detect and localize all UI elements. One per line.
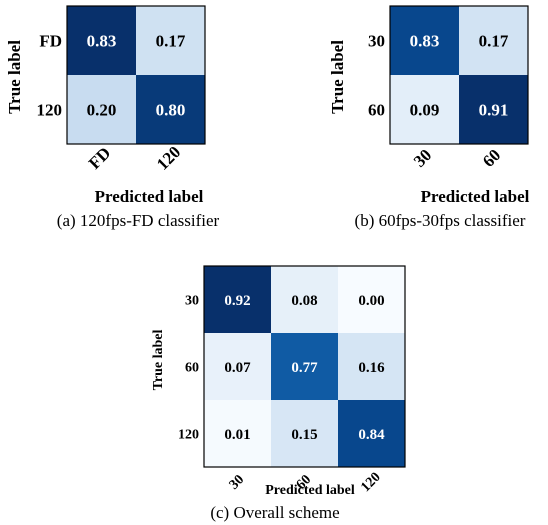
panel-a-cell-0-1 bbox=[136, 6, 205, 75]
panel-b-x-tick-label: 60 bbox=[479, 145, 504, 170]
panel-c-cell-2-1 bbox=[271, 400, 338, 467]
panel-b-frame bbox=[389, 5, 529, 145]
panel-c-cell-value-2-1: 0.15 bbox=[291, 427, 317, 443]
panel-a-x-tick-label: 120 bbox=[153, 142, 184, 173]
panel-a-cell-0-0 bbox=[67, 6, 136, 75]
panel-c-cell-0-1 bbox=[271, 266, 338, 333]
panel-c-y-tick-label: 60 bbox=[185, 360, 199, 375]
panel-b-cells: 0.83 0.17 0.09 0.91 bbox=[390, 6, 528, 144]
panel-a-frame bbox=[66, 5, 206, 145]
panel-c-cell-value-1-0: 0.07 bbox=[224, 360, 251, 376]
panel-a-cell-1-0 bbox=[67, 75, 136, 144]
panel-a-cell-value-1-0: 0.20 bbox=[87, 100, 117, 119]
panel-c-cell-0-2 bbox=[338, 266, 405, 333]
panel-b-cell-value-0-1: 0.17 bbox=[479, 31, 509, 50]
panel-b-cell-value-1-0: 0.09 bbox=[410, 100, 440, 119]
panel-b-cell-0-0 bbox=[390, 6, 459, 75]
panel-c-cell-2-0 bbox=[204, 400, 271, 467]
panel-c-cell-value-1-1: 0.77 bbox=[291, 360, 318, 376]
panel-c-x-tick-label: 30 bbox=[227, 472, 248, 493]
panel-a-x-axis-label: Predicted label bbox=[95, 187, 204, 206]
panel-a-y-tick-label: FD bbox=[39, 31, 62, 50]
panel-c-frame bbox=[203, 265, 406, 468]
panel-c-cell-value-0-0: 0.92 bbox=[224, 293, 250, 309]
panel-c-cell-1-2 bbox=[338, 333, 405, 400]
panel-c-y-tick-label: 120 bbox=[178, 427, 199, 442]
panel-a-x-ticks: FD 120 bbox=[85, 142, 184, 173]
panel-b-y-axis-label: True label bbox=[328, 40, 347, 114]
panel-c-x-tick-label: 120 bbox=[358, 470, 383, 495]
panel-c-cell-value-1-2: 0.16 bbox=[358, 360, 385, 376]
panel-c-caption: (c) Overall scheme bbox=[210, 503, 339, 522]
panel-b-cell-1-0 bbox=[390, 75, 459, 144]
panel-c-cell-value-0-1: 0.08 bbox=[291, 293, 317, 309]
panel-c-y-ticks: 30 60 120 bbox=[178, 293, 199, 442]
panel-b-caption: (b) 60fps-30fps classifier bbox=[355, 211, 526, 230]
panel-b-x-tick-label: 30 bbox=[410, 145, 435, 170]
panel-a-y-ticks: FD 120 bbox=[37, 31, 63, 119]
panel-a-y-tick-label: 120 bbox=[37, 100, 63, 119]
panel-b-cell-value-0-0: 0.83 bbox=[410, 31, 440, 50]
panel-b-cell-0-1 bbox=[459, 6, 528, 75]
panel-a-cells: 0.83 0.17 0.20 0.80 bbox=[67, 6, 205, 144]
panel-c: 0.92 0.08 0.00 0.07 0.77 0.16 0.01 0.15 0.84 30 6… bbox=[151, 265, 406, 522]
panel-b-y-tick-label: 60 bbox=[368, 100, 385, 119]
panel-c-y-axis-label: True label bbox=[151, 329, 166, 390]
panel-c-cell-value-2-0: 0.01 bbox=[224, 427, 250, 443]
panel-c-cells: 0.92 0.08 0.00 0.07 0.77 0.16 0.01 0.15 0.84 bbox=[204, 266, 405, 467]
panel-b-x-axis-label: Predicted label bbox=[421, 187, 530, 206]
panel-c-cell-1-0 bbox=[204, 333, 271, 400]
panel-b: 0.83 0.17 0.09 0.91 30 60 30 60 True label Pr… bbox=[328, 5, 530, 230]
panel-a-cell-value-1-1: 0.80 bbox=[156, 100, 186, 119]
panel-b-cell-1-1 bbox=[459, 75, 528, 144]
panel-a-x-tick-label: FD bbox=[85, 143, 114, 172]
panel-c-cell-value-2-2: 0.84 bbox=[358, 427, 385, 443]
panel-c-cell-value-0-2: 0.00 bbox=[358, 293, 384, 309]
panel-c-x-axis-label: Predicted label bbox=[265, 483, 355, 498]
panel-b-y-ticks: 30 60 bbox=[368, 31, 385, 119]
panel-a-cell-1-1 bbox=[136, 75, 205, 144]
panel-c-cell-0-0 bbox=[204, 266, 271, 333]
panel-a-cell-value-0-1: 0.17 bbox=[156, 31, 186, 50]
panel-a-cell-value-0-0: 0.83 bbox=[87, 31, 117, 50]
panel-c-cell-2-2 bbox=[338, 400, 405, 467]
panel-c-y-tick-label: 30 bbox=[185, 293, 199, 308]
panel-a-caption: (a) 120fps-FD classifier bbox=[57, 211, 220, 230]
panel-a-y-axis-label: True label bbox=[5, 40, 24, 114]
panel-b-y-tick-label: 30 bbox=[368, 31, 385, 50]
panel-c-cell-1-1 bbox=[271, 333, 338, 400]
panel-b-x-ticks: 30 60 bbox=[410, 145, 504, 170]
panel-b-cell-value-1-1: 0.91 bbox=[479, 100, 509, 119]
